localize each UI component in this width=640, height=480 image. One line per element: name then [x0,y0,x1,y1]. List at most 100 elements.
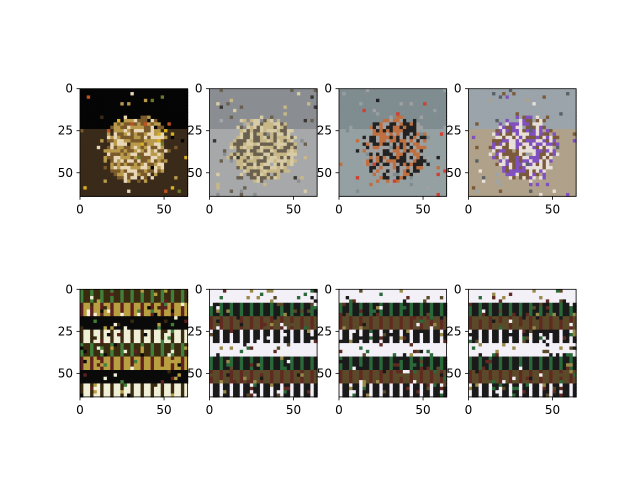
image-pixel [303,182,308,187]
image-pixel [515,92,520,97]
image-pixel [180,129,185,134]
image-pixel [246,102,251,107]
image-pixel [566,152,570,157]
image-pixel [219,155,224,160]
image-pixel [86,92,91,97]
image-pixel [86,105,91,110]
image-pixel [290,179,295,184]
image-pixel [147,176,152,181]
image-pixel [505,179,510,184]
image-pixel [229,88,234,93]
image-pixel [243,179,248,184]
image-pixel [270,118,274,123]
image-pixel [170,363,175,368]
image-pixel [352,102,357,107]
image-pixel [103,102,108,107]
image-pixel [492,142,496,147]
image-pixel [276,118,281,123]
image-pixel [157,189,162,194]
image-pixel [468,92,473,97]
image-pixel [342,176,347,181]
image-pixel [352,172,357,177]
image-pixel [209,112,214,117]
image-pixel [362,102,367,107]
image-pixel [140,319,145,324]
image-pixel [468,105,473,110]
image-pixel [96,179,101,184]
image-pixel [419,139,424,144]
image-pixel [236,105,241,110]
image-pixel [236,189,241,194]
image-pixel [167,186,172,191]
image-pixel [555,145,560,150]
image-pixel [96,302,101,307]
x-tick-label: 0 [206,202,214,216]
image-pixel [349,189,354,194]
image-pixel [402,179,407,184]
image-pixel [468,142,473,147]
image-pixel [143,122,148,127]
image-pixel [170,105,175,110]
image-pixel [406,95,411,100]
image-pixel [80,118,84,123]
image-pixel [249,152,254,157]
image-pixel [180,192,185,197]
image-pixel [96,105,101,110]
image-pixel [167,145,172,150]
image-pixel [263,142,268,147]
image-pixel [153,353,158,358]
image-pixel [372,92,377,97]
image-pixel [233,155,237,160]
image-pixel [498,122,503,127]
image-pixel [157,169,162,174]
image-pixel [266,155,271,160]
image-pixel [212,155,217,160]
image-pixel [416,152,421,157]
image-pixel [313,176,318,181]
image-pixel [160,359,165,364]
image-pixel [216,112,221,117]
image-pixel [130,333,135,337]
image-pixel [518,102,523,107]
image-pixel [290,182,295,187]
image-pixel [143,95,148,100]
image-pixel [174,166,179,170]
image-pixel [572,159,577,164]
image-pixel [296,98,301,103]
image-pixel [80,299,84,304]
image-pixel [439,118,444,123]
image-pixel [116,139,121,144]
image-pixel [83,132,88,137]
image-pixel [423,135,428,140]
image-pixel [399,108,404,113]
image-pixel [492,135,496,140]
image-pixel [471,135,476,140]
image-pixel [525,162,530,167]
image-pixel [177,299,182,304]
image-pixel [488,149,493,154]
image-pixel [436,142,441,147]
image-pixel [392,112,397,117]
image-pixel [307,115,311,120]
image-pixel [512,135,517,140]
image-pixel [525,125,530,130]
image-pixel [110,169,115,174]
image-pixel [512,145,517,150]
image-pixel [508,108,513,113]
image-pixel [233,132,237,137]
image-pixel [518,132,523,137]
image-pixel [266,139,271,144]
image-pixel [137,98,142,103]
image-pixel [147,312,152,317]
image-pixel [552,135,557,140]
image-pixel [402,135,407,140]
image-pixel [443,172,448,177]
image-pixel [515,105,520,110]
image-pixel [559,115,564,120]
image-pixel [160,322,165,327]
image-pixel [83,312,88,317]
image-pixel [174,159,179,164]
image-pixel [532,186,537,191]
image-pixel [495,132,500,137]
image-pixel [566,95,570,100]
